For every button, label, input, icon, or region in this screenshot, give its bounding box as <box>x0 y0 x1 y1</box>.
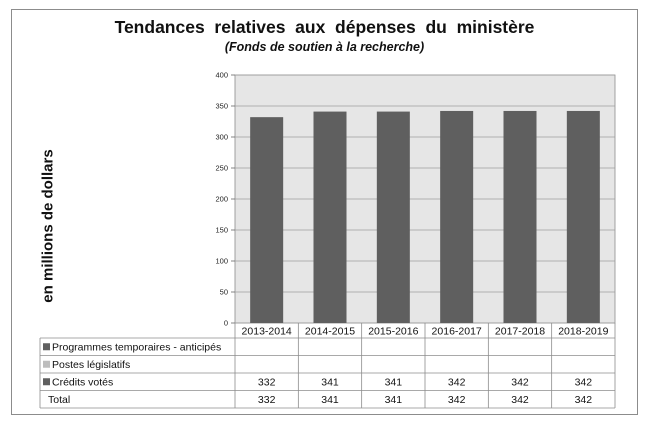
legend-marker <box>43 343 50 351</box>
y-tick-label: 350 <box>215 102 228 111</box>
y-tick-label: 300 <box>215 133 228 142</box>
data-label: 342 <box>448 394 466 406</box>
data-label: 332 <box>258 377 276 389</box>
bar <box>250 117 284 323</box>
x-tick-label: 2018-2019 <box>558 326 608 338</box>
bar <box>313 111 347 323</box>
x-tick-label: 2013-2014 <box>242 326 292 338</box>
bar <box>503 110 537 324</box>
chart-title: Tendances relatives aux dépenses du mini… <box>114 17 535 37</box>
bar <box>440 110 474 324</box>
bar <box>376 111 410 323</box>
y-tick-label: 250 <box>215 164 228 173</box>
data-label: 342 <box>575 377 593 389</box>
legend-entry: Total <box>48 394 70 406</box>
bar <box>566 110 600 324</box>
data-label: 341 <box>321 394 339 406</box>
y-tick-label: 400 <box>215 71 228 80</box>
y-tick-label: 50 <box>220 288 228 297</box>
data-label: 341 <box>321 377 339 389</box>
x-tick-label: 2015-2016 <box>368 326 418 338</box>
x-tick-label: 2016-2017 <box>432 326 482 338</box>
legend-entry: Crédits votés <box>52 377 113 389</box>
legend-marker <box>43 360 50 368</box>
data-label: 332 <box>258 394 276 406</box>
data-label: 342 <box>448 377 466 389</box>
x-tick-label: 2014-2015 <box>305 326 355 338</box>
y-tick-label: 150 <box>215 226 228 235</box>
y-tick-label: 200 <box>215 195 228 204</box>
legend-marker <box>43 378 50 386</box>
x-tick-label: 2017-2018 <box>495 326 545 338</box>
y-tick-label: 100 <box>215 257 228 266</box>
y-tick-label: 0 <box>224 319 228 328</box>
legend-entry: Programmes temporaires - anticipés <box>52 342 221 354</box>
data-label: 342 <box>511 394 529 406</box>
data-label: 342 <box>575 394 593 406</box>
data-label: 342 <box>511 377 529 389</box>
legend-entry: Postes législatifs <box>52 359 130 371</box>
chart-subtitle: (Fonds de soutien à la recherche) <box>224 40 425 54</box>
data-label: 341 <box>385 394 403 406</box>
data-label: 341 <box>385 377 403 389</box>
